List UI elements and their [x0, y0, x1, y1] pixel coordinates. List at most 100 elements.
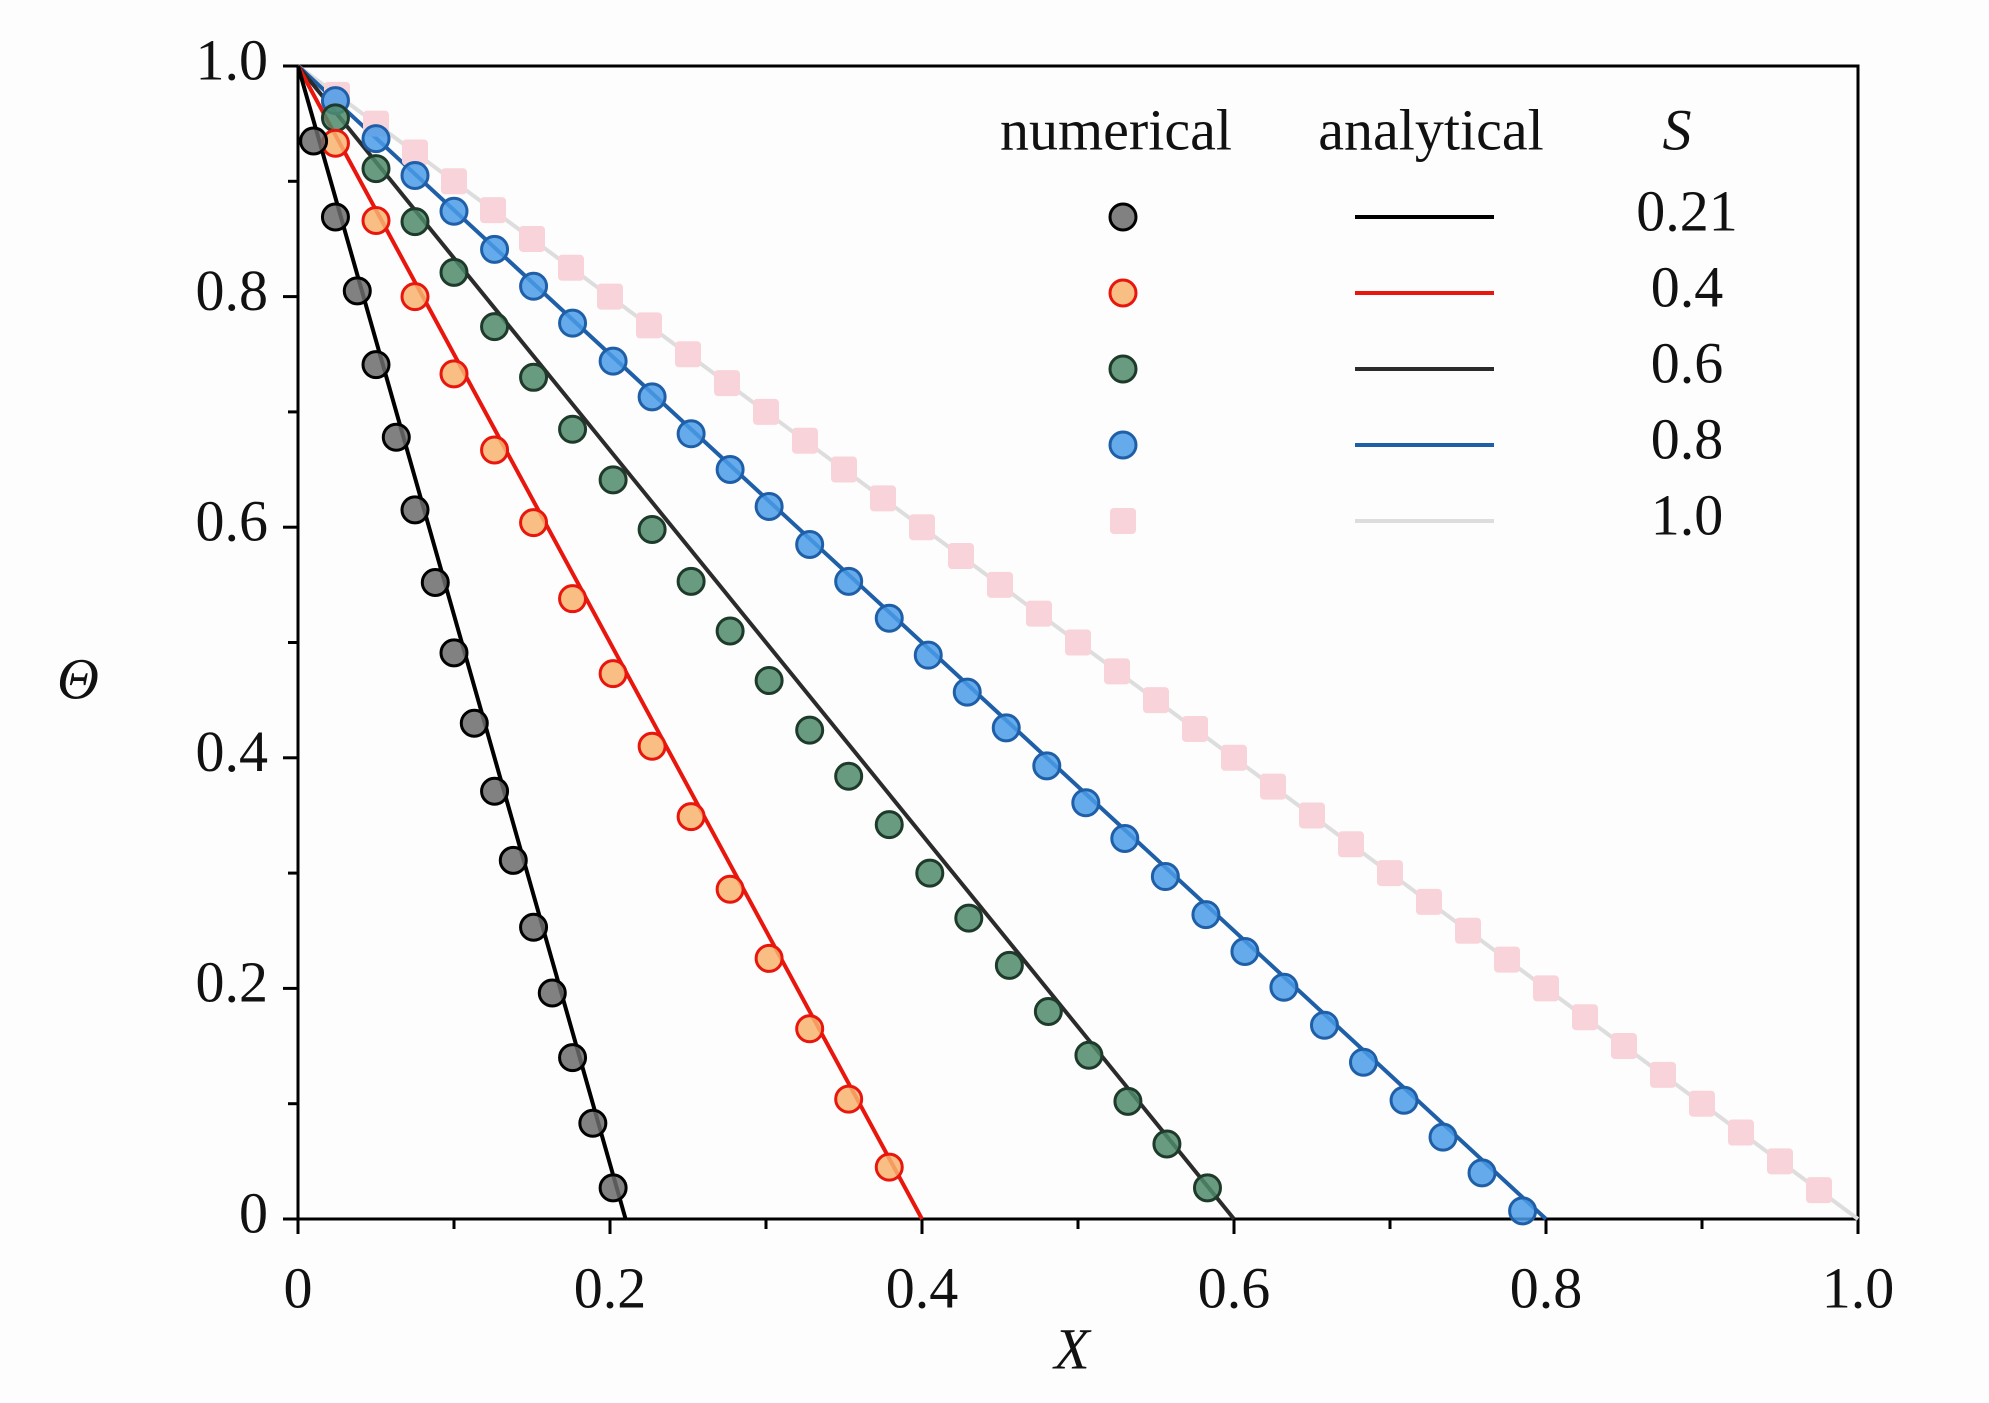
legend-label: 0.6 — [1651, 330, 1724, 395]
numerical-marker — [715, 616, 745, 646]
numerical-marker — [1467, 1158, 1497, 1188]
numerical-marker — [1428, 1122, 1458, 1152]
numerical-marker — [1338, 831, 1364, 858]
numerical-marker — [991, 713, 1021, 743]
numerical-marker — [1455, 917, 1481, 944]
numerical-marker — [558, 414, 588, 444]
numerical-marker — [874, 1152, 904, 1182]
numerical-marker — [1728, 1119, 1754, 1146]
numerical-marker — [320, 103, 350, 133]
numerical-marker — [1110, 824, 1140, 854]
numerical-marker — [753, 398, 779, 425]
numerical-marker — [480, 435, 510, 465]
numerical-marker — [459, 708, 489, 738]
numerical-marker — [1152, 1129, 1182, 1159]
numerical-marker — [754, 666, 784, 696]
numerical-marker — [1508, 1196, 1538, 1226]
numerical-marker — [381, 422, 411, 452]
numerical-marker — [834, 566, 864, 596]
numerical-marker — [676, 419, 706, 449]
numerical-marker — [519, 362, 549, 392]
numerical-marker — [795, 1014, 825, 1044]
numerical-marker — [597, 283, 623, 310]
numerical-marker — [342, 276, 372, 306]
numerical-marker — [1348, 1047, 1378, 1077]
numerical-marker — [1230, 937, 1260, 967]
numerical-marker — [480, 776, 510, 806]
x-tick-label: 0 — [284, 1255, 313, 1320]
x-tick-label: 0.2 — [574, 1255, 647, 1320]
legend-label: 1.0 — [1651, 482, 1724, 547]
numerical-marker — [361, 124, 391, 154]
legend-label: 0.21 — [1636, 178, 1738, 243]
numerical-marker — [1033, 996, 1063, 1026]
numerical-marker — [361, 154, 391, 184]
numerical-marker — [537, 978, 567, 1008]
numerical-marker — [994, 950, 1024, 980]
numerical-marker — [1150, 862, 1180, 892]
numerical-marker — [400, 161, 430, 191]
numerical-marker — [361, 206, 391, 236]
numerical-marker — [1767, 1148, 1793, 1175]
y-axis-label: Θ — [57, 646, 99, 711]
numerical-marker — [1065, 629, 1091, 656]
numerical-marker — [519, 271, 549, 301]
numerical-marker — [320, 202, 350, 232]
numerical-marker — [1260, 773, 1286, 800]
numerical-marker — [952, 677, 982, 707]
numerical-marker — [480, 312, 510, 342]
numerical-marker — [637, 731, 667, 761]
legend-header: analytical — [1318, 97, 1543, 162]
numerical-marker — [675, 341, 701, 368]
numerical-marker — [361, 350, 391, 380]
numerical-marker — [1104, 658, 1130, 685]
x-tick-label: 0.4 — [886, 1255, 959, 1320]
numerical-marker — [636, 312, 662, 339]
numerical-marker — [558, 308, 588, 338]
y-tick-label: 0.6 — [196, 489, 269, 554]
numerical-marker — [439, 257, 469, 287]
y-tick-label: 0.8 — [196, 258, 269, 323]
legend-marker — [1108, 430, 1138, 460]
numerical-marker — [480, 197, 506, 224]
numerical-marker — [439, 196, 469, 226]
legend-marker — [1108, 354, 1138, 384]
numerical-marker — [1494, 946, 1520, 973]
numerical-marker — [480, 234, 510, 264]
legend-marker — [1110, 508, 1136, 534]
numerical-marker — [913, 640, 943, 670]
numerical-marker — [1650, 1061, 1676, 1088]
numerical-marker — [1191, 900, 1221, 930]
numerical-marker — [498, 845, 528, 875]
numerical-marker — [676, 802, 706, 832]
numerical-marker — [637, 382, 667, 412]
numerical-marker — [400, 495, 430, 525]
numerical-marker — [1143, 687, 1169, 714]
numerical-marker — [598, 346, 628, 376]
numerical-marker — [558, 1043, 588, 1073]
y-tick-label: 1.0 — [196, 27, 269, 92]
numerical-marker — [1309, 1010, 1339, 1040]
numerical-marker — [795, 529, 825, 559]
numerical-marker — [519, 912, 549, 942]
numerical-marker — [558, 584, 588, 614]
numerical-marker — [1269, 972, 1299, 1002]
x-tick-label: 0.6 — [1198, 1255, 1271, 1320]
numerical-marker — [299, 126, 329, 156]
numerical-marker — [1416, 888, 1442, 915]
numerical-marker — [519, 225, 545, 252]
numerical-marker — [792, 427, 818, 454]
numerical-marker — [400, 207, 430, 237]
numerical-marker — [754, 943, 784, 973]
numerical-marker — [637, 515, 667, 545]
numerical-marker — [1377, 860, 1403, 887]
numerical-marker — [754, 491, 784, 521]
x-axis-label: X — [1052, 1316, 1092, 1381]
numerical-marker — [1611, 1033, 1637, 1060]
numerical-marker — [439, 359, 469, 389]
y-tick-label: 0 — [239, 1180, 268, 1245]
numerical-marker — [676, 566, 706, 596]
numerical-marker — [1221, 744, 1247, 771]
legend-header: numerical — [1000, 97, 1232, 162]
numerical-marker — [915, 858, 945, 888]
